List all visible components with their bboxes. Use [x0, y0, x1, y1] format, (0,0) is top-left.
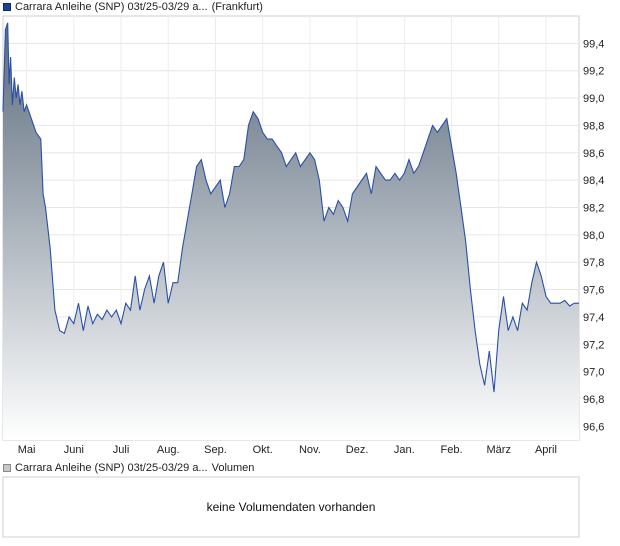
y-tick-label: 96,6	[583, 421, 604, 433]
y-tick-label: 97,2	[583, 339, 604, 351]
x-tick-label: Jan.	[394, 444, 415, 456]
y-tick-label: 97,8	[583, 257, 604, 269]
y-tick-label: 99,0	[583, 93, 604, 105]
volume-legend-metric: Volumen	[211, 462, 255, 474]
volume-frame	[2, 476, 580, 538]
y-tick-label: 96,8	[583, 394, 604, 406]
x-tick-label: Okt.	[253, 444, 273, 456]
y-tick-label: 99,4	[583, 38, 604, 50]
y-tick-label: 98,8	[583, 120, 604, 132]
x-tick-label: Sep.	[204, 444, 227, 456]
price-legend-swatch	[3, 3, 11, 11]
y-tick-label: 98,2	[583, 202, 604, 214]
x-tick-label: März	[487, 444, 511, 456]
x-tick-label: Dez.	[346, 444, 369, 456]
y-axis: 96,6 96,8 97,0 97,2 97,4 97,6 97,8 98,0 98,2 98,4…	[583, 38, 604, 433]
x-tick-label: Juni	[64, 444, 84, 456]
y-tick-label: 98,4	[583, 175, 604, 187]
x-tick-label: Aug.	[157, 444, 180, 456]
volume-legend-label: Carrara Anleihe (SNP) 03t/25-03/29 a...	[15, 462, 208, 474]
y-tick-label: 99,2	[583, 66, 604, 78]
no-volume-message: keine Volumendaten vorhanden	[206, 500, 376, 514]
price-line	[2, 22, 579, 393]
x-tick-label: Feb.	[441, 444, 463, 456]
y-tick-label: 97,0	[583, 367, 604, 379]
volume-legend: Carrara Anleihe (SNP) 03t/25-03/29 a... …	[3, 462, 258, 474]
y-tick-label: 98,0	[583, 230, 604, 242]
x-axis: Mai Juni Juli Aug. Sep. Okt. Nov. Dez. Jan. Feb. M…	[18, 444, 557, 456]
y-tick-label: 97,4	[583, 312, 604, 324]
x-tick-label: April	[535, 444, 557, 456]
y-tick-label: 97,6	[583, 285, 604, 297]
x-tick-label: Nov.	[299, 444, 321, 456]
volume-legend-swatch	[3, 464, 11, 472]
price-legend: Carrara Anleihe (SNP) 03t/25-03/29 a... …	[3, 1, 267, 13]
price-legend-label: Carrara Anleihe (SNP) 03t/25-03/29 a...	[15, 1, 208, 13]
x-tick-label: Juli	[113, 444, 130, 456]
y-tick-label: 98,6	[583, 148, 604, 160]
x-tick-label: Mai	[18, 444, 36, 456]
price-area	[3, 22, 579, 441]
price-legend-exchange: (Frankfurt)	[211, 1, 263, 13]
